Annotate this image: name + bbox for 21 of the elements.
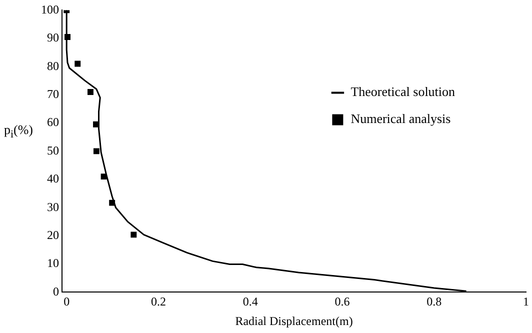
y-tick-label: 10: [47, 256, 59, 270]
y-tick-label: 20: [47, 228, 59, 242]
y-tick-label: 40: [47, 172, 59, 186]
y-tick-label: 60: [47, 115, 59, 130]
x-tick-label: 0.8: [426, 294, 442, 309]
y-tick-label: 50: [47, 143, 59, 158]
x-tick-label: 1: [523, 294, 529, 309]
y-tick-label: 80: [47, 58, 59, 73]
x-tick-label: 0.6: [334, 294, 350, 309]
legend-label: Theoretical solution: [350, 84, 456, 100]
x-tick-label: 0.4: [242, 294, 258, 309]
x-tick-label: 0.2: [150, 294, 166, 309]
y-tick-label: 0: [53, 284, 59, 298]
y-tick-label: 100: [41, 2, 59, 16]
x-tick-label: 0: [64, 294, 70, 309]
y-axis-title: p$_{i}$(%): [4, 122, 34, 141]
y-tick-label: 70: [47, 86, 59, 101]
y-tick-label: 30: [47, 200, 59, 214]
y-tick-label: 90: [47, 30, 59, 45]
legend-label: Numerical analysis: [350, 111, 451, 126]
x-axis-title: Radial Displacement(m): [235, 314, 353, 328]
